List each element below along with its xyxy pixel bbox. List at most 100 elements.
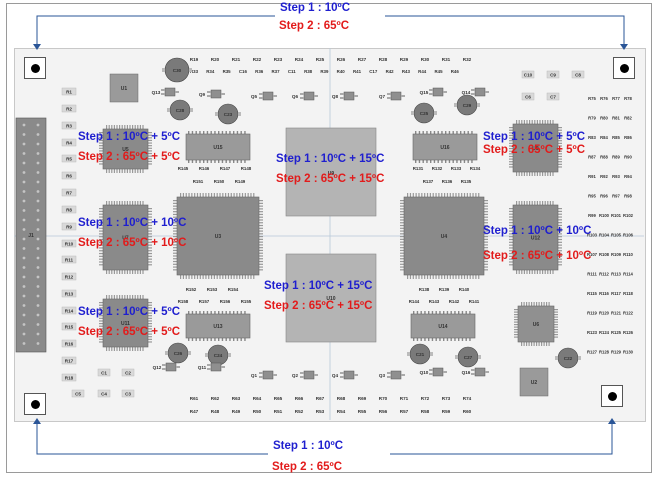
resistor-r14 [61, 306, 77, 315]
chip-u12-pin [558, 247, 562, 249]
chip-u6-pin [554, 309, 558, 311]
chip-u5-pin [148, 137, 152, 139]
chip-u3-pin [219, 275, 221, 279]
resistor-label: R18 [65, 376, 74, 381]
chip-u4-pin [421, 193, 423, 197]
capacitor-c21-lead [430, 352, 433, 356]
chip-u3-pin [259, 236, 263, 238]
resistor-label: R9 [66, 225, 72, 230]
transistor-q10-lead [443, 371, 447, 373]
chip-u11-pin [132, 347, 134, 351]
capacitor-c7 [546, 92, 560, 101]
chip-u3-pin [259, 216, 263, 218]
right-resistor-label: R103 [587, 233, 598, 238]
chip-u12-pin [552, 201, 554, 205]
chip-u11-pin [99, 320, 103, 322]
right-resistor-label: R80 [600, 116, 608, 121]
chip-u14-pin [431, 338, 434, 341]
resistor-r7 [61, 188, 77, 197]
chip-u5-pin [99, 142, 103, 144]
connector-pin [22, 237, 26, 241]
chip-u16-pin [463, 131, 466, 134]
chip-u6-pin [554, 324, 558, 326]
connector-pin [36, 313, 40, 317]
right-resistor-label: R86 [624, 135, 632, 140]
transistor-q11-lead [221, 366, 225, 368]
connector-pin [22, 294, 26, 298]
connector-pin [36, 323, 40, 326]
right-resistor-label: R87 [588, 155, 596, 160]
chip-u8-pin [539, 120, 541, 124]
chip-u14-pin [461, 311, 464, 314]
chip-u11-pin [148, 338, 152, 340]
chip-u12-pin [509, 224, 513, 227]
chip-u16-pin [467, 160, 469, 163]
bottom-resistor-label: R52 [295, 409, 304, 414]
chip-u16-pin [418, 160, 421, 163]
chip-u7-pin [106, 201, 108, 205]
chip-u8-pin [549, 172, 551, 176]
chip-u5-pin [148, 163, 152, 165]
connector-pin [22, 142, 26, 146]
chip-u7-pin [99, 230, 103, 232]
chip-u16-pin [467, 131, 469, 134]
chip-u11-pin [106, 295, 108, 299]
chip-u8-pin [558, 150, 562, 152]
chip-u11-pin [148, 309, 152, 312]
bottom-resistor-label: R61 [190, 396, 199, 401]
connector-pin [22, 123, 26, 127]
chip-u11-pin [124, 295, 126, 299]
chip-u12-pin [558, 224, 562, 227]
chip-u4-pin [429, 275, 431, 279]
connector-pin [22, 133, 26, 136]
chip-u13-pin [188, 311, 190, 314]
chip-u11-pin [126, 295, 128, 299]
chip-u3-pin [225, 193, 227, 197]
chip-u7-pin [99, 258, 103, 260]
chip-u6-pin [546, 342, 548, 346]
chip-u4-pin [484, 224, 488, 227]
transistor-q7-lead [401, 95, 405, 97]
chip-u11-pin [148, 315, 152, 317]
chip-u7-pin [124, 201, 126, 205]
chip-u8-pin [509, 163, 513, 165]
mid-label: R140 [459, 287, 470, 292]
chip-u14-pin [458, 338, 460, 341]
chip-u13-pin [225, 338, 227, 341]
chip-u15-pin [203, 131, 205, 134]
mounting-hole-bottom-right [601, 385, 623, 407]
chip-u11-pin [126, 347, 128, 351]
chip-u12-pin [536, 201, 538, 205]
mid-label: R133 [451, 166, 462, 171]
chip-u3-pin [259, 244, 263, 246]
chip-u5-pin [134, 169, 136, 173]
transistor-q6-lead [300, 97, 304, 99]
right-resistor-label: R106 [623, 233, 634, 238]
chip-u13-pin [199, 338, 201, 341]
chip-u5-pin [99, 160, 103, 162]
mid-label: R138 [419, 287, 430, 292]
bottom-resistor-label: R47 [190, 409, 199, 414]
chip-u11-pin [99, 333, 103, 335]
chip-u5-pin [99, 155, 103, 157]
chip-u8-pin [552, 172, 554, 176]
chip-u3-pin [259, 249, 263, 252]
chip-u3-pin [173, 224, 177, 227]
chip-u14-pin [454, 338, 456, 341]
top-resistor-label: R20 [211, 57, 220, 62]
top-step2-label: Step 2 : 65ºC [279, 20, 350, 32]
chip-u12-pin [521, 201, 523, 205]
connector-pin [22, 275, 26, 279]
transistor-q16-label: Q16 [462, 370, 471, 375]
transistor-q13-lead [161, 93, 165, 95]
chip-u14-pin [420, 338, 422, 341]
top-left-arrow-head [33, 44, 41, 50]
right-resistor-label: R107 [587, 252, 598, 257]
right-resistor-label: R123 [587, 330, 598, 335]
chip-u11-label: U11 [121, 321, 130, 327]
chip-u8-pin [558, 148, 562, 150]
mid-label: R157 [199, 299, 210, 304]
bottom-resistor-label: R56 [379, 409, 388, 414]
capacitor-c26-lead [165, 351, 168, 355]
chip-u8-pin [547, 120, 549, 124]
